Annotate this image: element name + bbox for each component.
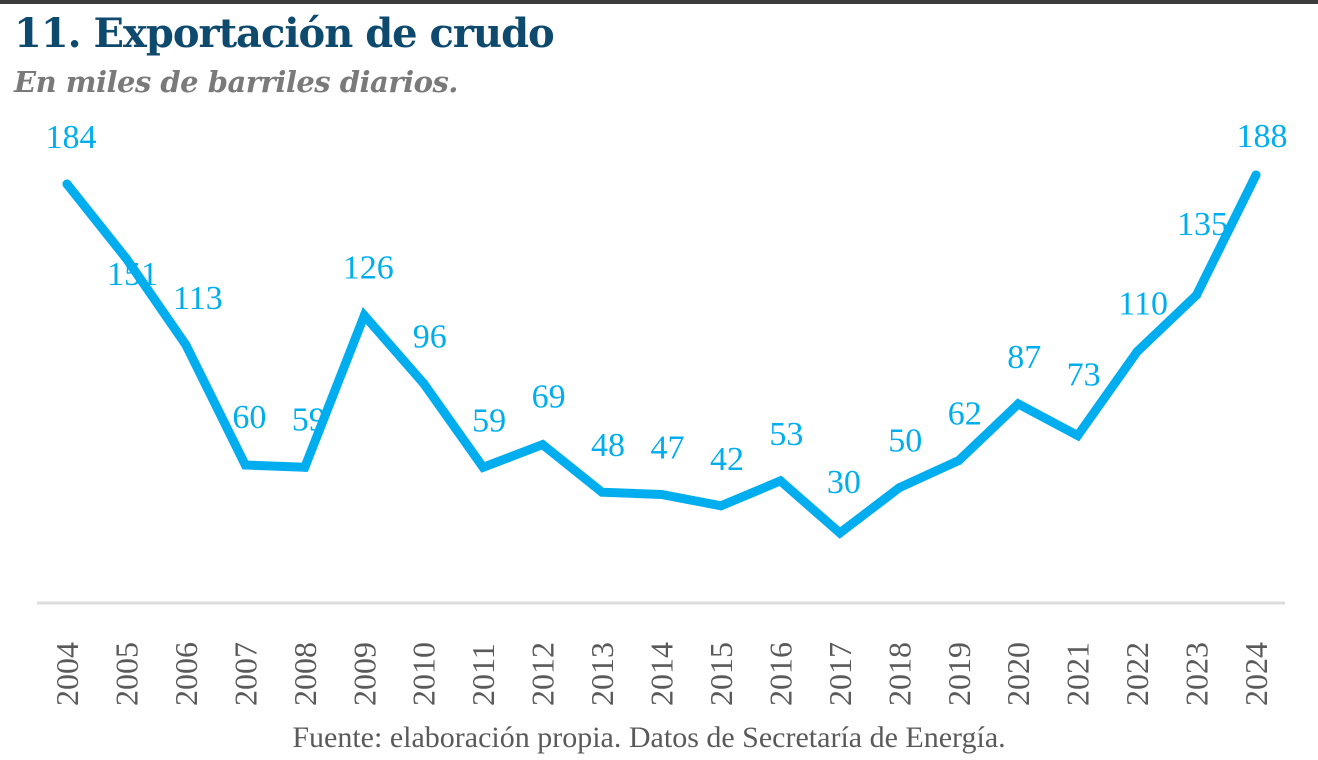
data-label-2021: 73 bbox=[1067, 357, 1101, 394]
x-tick-label-2006: 2006 bbox=[168, 642, 204, 706]
data-point-2024 bbox=[1251, 170, 1261, 180]
data-label-2008: 59 bbox=[292, 401, 326, 438]
data-point-2014 bbox=[657, 489, 666, 499]
series-line bbox=[62, 170, 1261, 539]
data-label-2007: 60 bbox=[232, 399, 266, 436]
x-tick-label-2007: 2007 bbox=[227, 642, 263, 706]
data-point-2017 bbox=[835, 528, 845, 538]
data-label-2022: 110 bbox=[1118, 286, 1168, 323]
data-label-2020: 87 bbox=[1007, 339, 1041, 376]
data-point-2018 bbox=[894, 483, 904, 493]
x-tick-label-2010: 2010 bbox=[406, 642, 442, 706]
data-label-2015: 42 bbox=[710, 441, 744, 478]
data-point-2022 bbox=[1132, 347, 1142, 357]
data-point-2004 bbox=[62, 179, 72, 189]
data-point-2013 bbox=[597, 487, 607, 497]
data-label-2006: 113 bbox=[173, 280, 223, 317]
data-label-2017: 30 bbox=[827, 464, 861, 501]
x-tick-label-2018: 2018 bbox=[881, 642, 917, 706]
data-point-2011 bbox=[478, 462, 488, 472]
data-label-2004: 184 bbox=[46, 119, 97, 156]
source-text: Fuente: elaboración propia. Datos de Sec… bbox=[292, 721, 1006, 754]
x-tick-label-2011: 2011 bbox=[465, 643, 501, 706]
data-point-2020 bbox=[1013, 399, 1023, 409]
chart-title: 11. Exportación de crudo bbox=[14, 10, 555, 57]
data-point-2010 bbox=[419, 378, 429, 388]
data-point-2015 bbox=[716, 501, 726, 511]
x-tick-label-2013: 2013 bbox=[584, 642, 620, 706]
series-points bbox=[62, 170, 1261, 538]
top-rule bbox=[0, 0, 1318, 4]
x-tick-label-2022: 2022 bbox=[1119, 642, 1155, 706]
x-tick-label-2016: 2016 bbox=[762, 642, 798, 706]
x-tick-label-2019: 2019 bbox=[941, 642, 977, 706]
data-label-2024: 188 bbox=[1237, 118, 1288, 155]
data-point-2016 bbox=[775, 476, 785, 486]
data-point-2019 bbox=[954, 456, 964, 466]
data-point-2012 bbox=[538, 440, 548, 450]
data-label-2005: 151 bbox=[107, 256, 158, 293]
x-tick-label-2015: 2015 bbox=[703, 642, 739, 706]
data-label-2012: 69 bbox=[532, 379, 566, 416]
x-tick-label-2008: 2008 bbox=[287, 642, 323, 706]
x-tick-label-2017: 2017 bbox=[822, 642, 858, 706]
source-note: Fuente: elaboración propia. Datos de Sec… bbox=[0, 718, 1318, 758]
data-label-2019: 62 bbox=[948, 396, 982, 433]
chart-subtitle: En miles de barriles diarios. bbox=[14, 65, 458, 99]
data-labels: 184 151 113 60 59 126 96 59 69 48 47 42 53 30 50 62 87 73… bbox=[46, 118, 1288, 501]
x-tick-label-2004: 2004 bbox=[49, 642, 85, 706]
data-point-2023 bbox=[1192, 290, 1202, 300]
x-tick-label-2023: 2023 bbox=[1179, 642, 1215, 706]
data-label-2016: 53 bbox=[769, 416, 803, 453]
data-point-2005 bbox=[121, 254, 131, 264]
data-label-2023: 135 bbox=[1177, 206, 1228, 243]
x-tick-label-2024: 2024 bbox=[1238, 642, 1274, 706]
data-point-2007 bbox=[240, 460, 250, 470]
x-tick-label-2009: 2009 bbox=[346, 642, 382, 706]
x-axis-ticks: 2004 2005 2006 2007 2008 2009 2010 2011 2012 2013… bbox=[49, 642, 1274, 706]
x-tick-label-2005: 2005 bbox=[108, 642, 144, 706]
data-point-2009 bbox=[359, 310, 369, 320]
data-point-2021 bbox=[1073, 431, 1083, 441]
data-label-2013: 48 bbox=[591, 427, 625, 464]
data-point-2008 bbox=[300, 462, 310, 472]
x-tick-label-2014: 2014 bbox=[644, 642, 680, 706]
x-tick-label-2021: 2021 bbox=[1060, 642, 1096, 706]
data-label-2018: 50 bbox=[888, 423, 922, 460]
data-label-2011: 59 bbox=[472, 402, 506, 439]
data-label-2010: 96 bbox=[413, 318, 447, 355]
x-tick-label-2012: 2012 bbox=[525, 642, 561, 706]
x-tick-label-2020: 2020 bbox=[1000, 642, 1036, 706]
data-label-2014: 47 bbox=[651, 429, 685, 466]
data-point-2006 bbox=[181, 340, 191, 350]
data-label-2009: 126 bbox=[343, 249, 394, 286]
